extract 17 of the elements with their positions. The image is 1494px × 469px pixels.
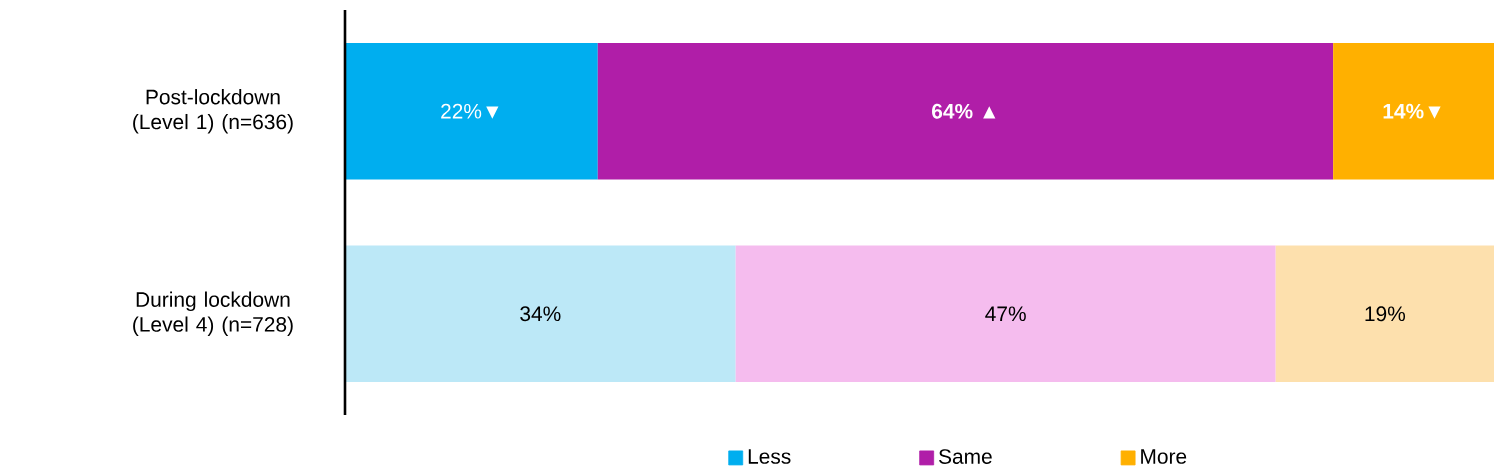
legend-label: Less bbox=[748, 449, 791, 464]
bar bbox=[1275, 245, 1494, 382]
data-label: 14%▼ bbox=[1383, 103, 1441, 119]
bar bbox=[345, 43, 598, 180]
data-label: 19% bbox=[1365, 306, 1406, 322]
data-label: 34% bbox=[520, 306, 561, 322]
bar bbox=[345, 245, 736, 382]
bar bbox=[1333, 43, 1494, 180]
bar bbox=[735, 245, 1276, 382]
bar bbox=[597, 43, 1334, 180]
legend-label: More bbox=[1141, 449, 1187, 464]
y-tick-label: Post-lockdown (Level 1) (n=636) bbox=[133, 89, 293, 134]
data-label: 64% ▲ bbox=[932, 103, 996, 119]
legend-label: Same bbox=[939, 449, 992, 464]
data-label: 47% bbox=[985, 306, 1026, 322]
data-label: 22%▼ bbox=[441, 103, 499, 119]
y-tick-label: During lockdown (Level 4) (n=728) bbox=[133, 291, 293, 336]
